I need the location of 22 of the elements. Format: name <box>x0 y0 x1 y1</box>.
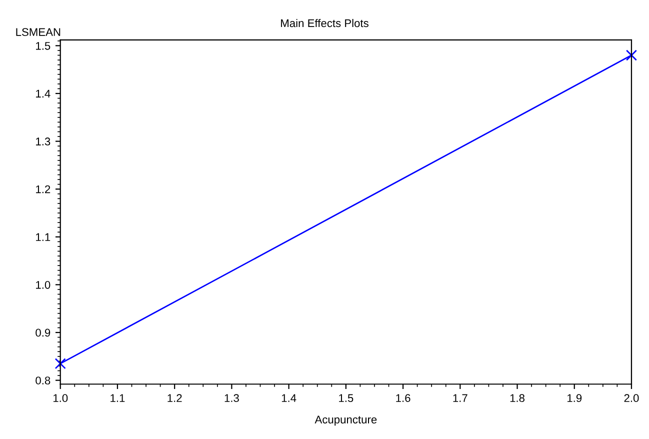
x-tick-label: 1.4 <box>282 394 296 402</box>
x-tick-label: 1.9 <box>567 394 582 402</box>
y-axis-title: LSMEAN <box>16 28 60 36</box>
y-tick-label: 1.1 <box>36 233 50 241</box>
x-tick-label: 2.0 <box>624 394 639 402</box>
x-tick-label: 1.7 <box>453 394 468 402</box>
x-tick-label: 1.5 <box>339 394 354 402</box>
x-tick-label: 1.6 <box>396 394 410 402</box>
y-tick-label: 1.4 <box>36 90 50 98</box>
chart-subtitle: Main Effects Plots <box>281 18 368 28</box>
x-tick-label: 1.8 <box>510 394 524 402</box>
y-tick-label: 1.5 <box>36 42 50 50</box>
y-tick-label: 0.9 <box>36 328 50 337</box>
y-tick-label: 1.0 <box>36 280 50 289</box>
y-tick-label: 1.2 <box>36 185 50 194</box>
y-tick-label: 1.3 <box>36 138 50 146</box>
x-axis-title: Acupuncture <box>314 416 377 426</box>
x-tick-label: 1.1 <box>110 394 125 402</box>
x-tick-label: 1.2 <box>168 394 182 402</box>
x-tick-label: 1.0 <box>53 394 68 402</box>
y-tick-label: 0.8 <box>36 376 50 384</box>
x-tick-label: 1.3 <box>224 394 239 402</box>
